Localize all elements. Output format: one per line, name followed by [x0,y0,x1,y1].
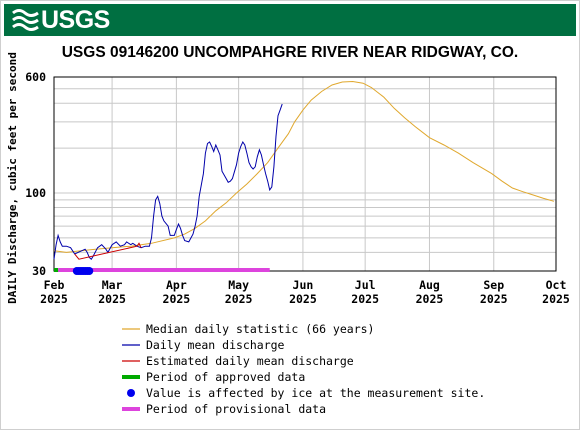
x-tick-label: 2025 [351,292,379,306]
usgs-banner: USGS [4,4,576,36]
x-tick-label: 2025 [163,292,191,306]
legend-item: Median daily statistic (66 years) [122,321,485,337]
legend-item: Period of approved data [122,369,485,385]
legend-swatch [122,407,140,411]
legend-bar-swatch [122,407,140,411]
legend-swatch [122,375,140,379]
x-tick-label: Feb [44,278,65,292]
x-tick-label: Aug [419,278,440,292]
plot-border [53,76,557,272]
x-tick-label: Jun [293,278,314,292]
period-bars [54,268,270,272]
usgs-logo[interactable]: USGS [11,7,110,33]
series-line-2 [74,242,142,260]
x-tick-labels: Feb2025Mar2025Apr2025May2025Jun2025Jul20… [40,278,570,306]
x-tick-label: 2025 [40,292,68,306]
series-line-0 [53,80,555,253]
x-tick-label: 2025 [225,292,253,306]
x-tick-label: 2025 [542,292,570,306]
x-tick-label: 2025 [480,292,508,306]
legend-swatch [122,328,140,330]
y-tick-labels: 600 100 30 [25,70,46,278]
x-tick-label: 2025 [289,292,317,306]
usgs-wave-icon [12,9,39,31]
legend: Median daily statistic (66 years) Daily m… [122,321,485,417]
legend-swatch [122,344,140,346]
usgs-logo-text: USGS [41,6,110,34]
y-tick-label: 100 [25,186,46,200]
chart-title: USGS 09146200 UNCOMPAHGRE RIVER NEAR RID… [61,44,519,61]
legend-swatch [122,360,140,362]
grid [53,76,557,272]
legend-item: Value is affected by ice at the measurem… [122,385,485,401]
x-tick-label: 2025 [98,292,126,306]
legend-label: Median daily statistic (66 years) [146,322,375,336]
legend-item: Estimated daily mean discharge [122,353,485,369]
legend-label: Value is affected by ice at the measurem… [146,386,486,400]
y-axis-label: DAILY Discharge, cubic feet per second [6,52,19,304]
x-tick-label: Sep [483,278,504,292]
period-bar [54,268,59,272]
y-tick-label: 600 [25,70,46,84]
series-lines [53,80,555,260]
ice-markers [72,267,94,275]
x-tick-label: 2025 [416,292,444,306]
legend-label: Period of approved data [146,370,306,384]
x-tick-label: Oct [546,278,567,292]
x-tick-label: May [228,278,249,292]
legend-label: Daily mean discharge [146,338,285,352]
legend-item: Period of provisional data [122,401,485,417]
legend-label: Period of provisional data [146,402,327,416]
y-tick-label: 30 [32,264,46,278]
legend-swatch [127,389,135,397]
series-line-1 [53,103,283,260]
legend-item: Daily mean discharge [122,337,485,353]
legend-label: Estimated daily mean discharge [146,354,354,368]
legend-dot-swatch [127,389,135,397]
ice-marker [85,267,94,275]
x-tick-label: Apr [166,278,187,292]
x-tick-label: Mar [102,278,123,292]
x-tick-label: Jul [355,278,376,292]
period-bar [58,268,270,272]
legend-bar-swatch [122,375,140,379]
